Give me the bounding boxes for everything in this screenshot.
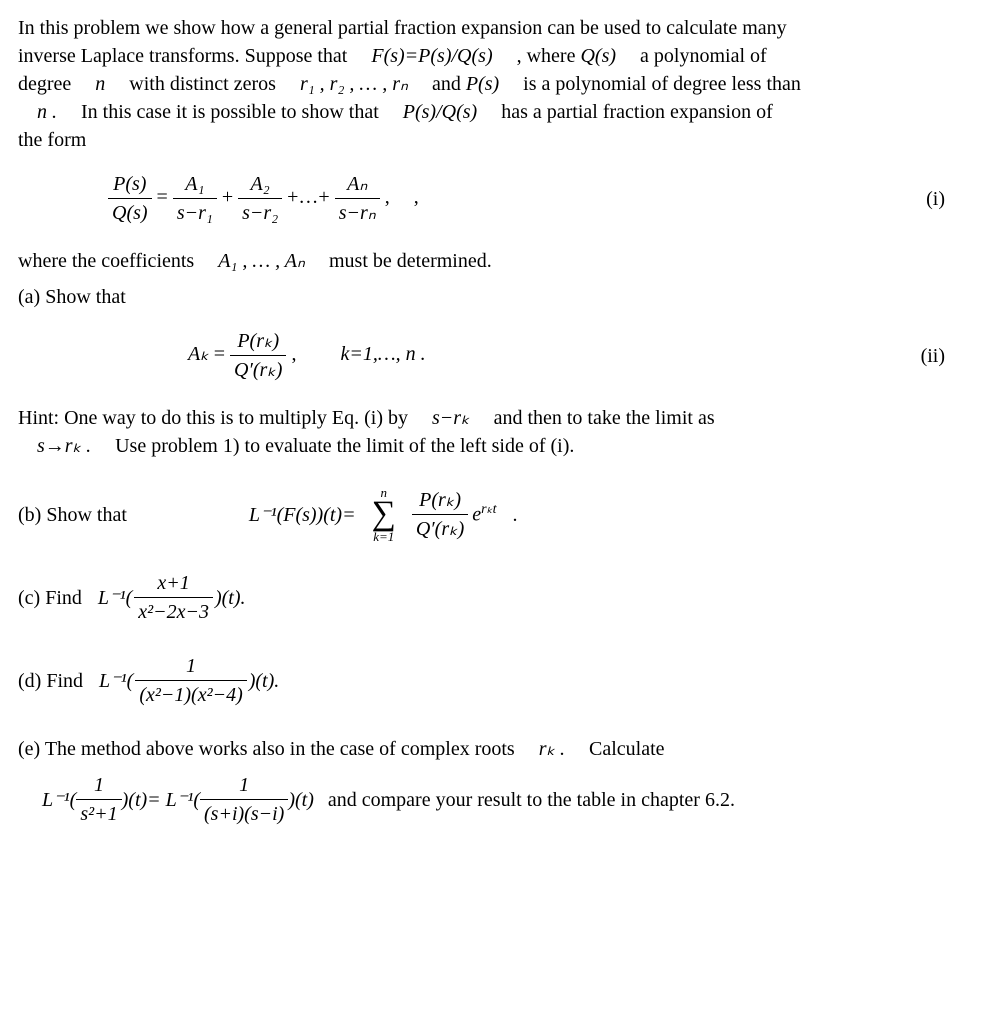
intro-line2-prefix: inverse Laplace transforms. Suppose that — [18, 45, 352, 67]
part-b-frac-num: P(rₖ) — [412, 486, 468, 515]
part-e-equation: L⁻¹( 1 s²+1 )(t)= L⁻¹( 1 (s+i)(s−i) )(t)… — [18, 771, 969, 828]
part-e-1a: (e) The method above works also in the c… — [18, 738, 520, 760]
part-e-den2: (s+i)(s−i) — [200, 800, 288, 828]
eq-ii-eq: = — [214, 343, 225, 365]
part-b-period: . — [512, 501, 517, 529]
eq-i-tn-num: Aₙ — [335, 170, 380, 199]
eq-ii-comma: , — [291, 343, 296, 365]
part-c-close: )(t). — [215, 584, 246, 612]
part-b-lhs: L⁻¹(F(s))(t)= — [249, 501, 356, 529]
part-b-row: (b) Show that L⁻¹(F(s))(t)= n ∑ k=1 P(rₖ… — [18, 486, 969, 543]
intro-line5: the form — [18, 129, 86, 151]
intro-paragraph: In this problem we show how a general pa… — [18, 14, 969, 154]
eq-ii-Ak: Aₖ — [188, 343, 209, 365]
eq-i-lhs-den: Q(s) — [108, 199, 152, 227]
roots-expression: r₁ , r₂ , … , rₙ — [300, 73, 408, 95]
part-d-label: (d) Find — [18, 667, 83, 695]
eq-i-dots: +…+ — [287, 186, 330, 208]
sum-bot: k=1 — [372, 530, 396, 543]
equation-i-label: (i) — [909, 185, 969, 213]
eq-ii-den: Q′(rₖ) — [230, 356, 286, 384]
intro-line1: In this problem we show how a general pa… — [18, 17, 787, 39]
part-c-L: L⁻¹( — [98, 584, 132, 612]
eq-i-equals: = — [157, 186, 168, 208]
part-c-label: (c) Find — [18, 584, 82, 612]
part-e-L1: L⁻¹( — [42, 786, 76, 814]
part-c-den: x²−2x−3 — [134, 598, 213, 626]
eq-i-t2-num: A₂ — [238, 170, 282, 199]
eq-i-lhs-num: P(s) — [108, 170, 152, 199]
part-e-num1: 1 — [76, 771, 121, 800]
P-expression: P(s) — [466, 73, 499, 95]
intro-line4-suffix: has a partial fraction expansion of — [501, 101, 773, 123]
part-d-L: L⁻¹( — [99, 667, 133, 695]
part-e-rk: rₖ . — [539, 738, 565, 760]
eq-i-t1-num: A₁ — [173, 170, 217, 199]
eq-i-t1-den: s−r₁ — [173, 199, 217, 227]
F-expression: F(s)=P(s)/Q(s) — [371, 45, 492, 67]
part-c-num: x+1 — [134, 569, 213, 598]
n-period: n . — [37, 101, 57, 123]
coeffs-a: where the coefficients — [18, 250, 199, 272]
part-a-label: (a) Show that — [18, 283, 969, 311]
eq-i-comma2: , — [414, 186, 419, 208]
intro-line2-suffix: a polynomial of — [640, 45, 767, 67]
eq-i-plus1: + — [222, 186, 233, 208]
equation-ii-body: Aₖ = P(rₖ) Q′(rₖ) , k=1,…, n . — [18, 327, 909, 384]
ratio-expression: P(s)/Q(s) — [403, 101, 477, 123]
part-b-exp: rₖt — [481, 502, 496, 517]
summation-symbol: n ∑ k=1 — [372, 486, 396, 543]
equation-i: P(s) Q(s) = A₁ s−r₁ + A₂ s−r₂ +…+ Aₙ s−r… — [18, 170, 969, 227]
part-e-close: )(t) — [288, 786, 314, 814]
part-e-num2: 1 — [200, 771, 288, 800]
equation-ii: Aₖ = P(rₖ) Q′(rₖ) , k=1,…, n . (ii) — [18, 327, 969, 384]
part-b-label: (b) Show that — [18, 501, 127, 529]
part-c-row: (c) Find L⁻¹( x+1 x²−2x−3 )(t). — [18, 569, 969, 626]
part-d-num: 1 — [135, 652, 246, 681]
intro-line3-mid2: and — [432, 73, 466, 95]
eq-ii-num: P(rₖ) — [230, 327, 286, 356]
part-d-close: )(t). — [249, 667, 280, 695]
eq-i-tn-den: s−rₙ — [335, 199, 380, 227]
intro-line3-prefix: degree — [18, 73, 76, 95]
equation-i-body: P(s) Q(s) = A₁ s−r₁ + A₂ s−r₂ +…+ Aₙ s−r… — [18, 170, 909, 227]
eq-i-comma: , — [385, 186, 390, 208]
intro-line2-mid: , where — [517, 45, 581, 67]
eq-ii-krange: k=1,…, n . — [340, 343, 425, 365]
part-e-mid: )(t)= L⁻¹( — [122, 786, 200, 814]
hint-paragraph: Hint: One way to do this is to multiply … — [18, 404, 969, 460]
eq-i-t2-den: s−r₂ — [238, 199, 282, 227]
intro-line3-suffix: is a polynomial of degree less than — [523, 73, 801, 95]
equation-ii-label: (ii) — [909, 342, 969, 370]
n-symbol: n — [95, 73, 105, 95]
part-b-frac-den: Q′(rₖ) — [412, 515, 468, 543]
coefficients-line: where the coefficients A₁ , … , Aₙ must … — [18, 247, 969, 275]
part-e-paragraph: (e) The method above works also in the c… — [18, 735, 969, 763]
hint-1a: Hint: One way to do this is to multiply … — [18, 407, 413, 429]
intro-line4-mid: In this case it is possible to show that — [81, 101, 384, 123]
part-d-row: (d) Find L⁻¹( 1 (x²−1)(x²−4) )(t). — [18, 652, 969, 709]
Q-expression: Q(s) — [580, 45, 616, 67]
part-e-den1: s²+1 — [76, 800, 121, 828]
part-e-1b: Calculate — [589, 738, 665, 760]
coeffs-expr: A₁ , … , Aₙ — [218, 250, 305, 272]
coeffs-b: must be determined. — [329, 250, 492, 272]
hint-srk: s−rₖ — [432, 407, 470, 429]
intro-line3-mid1: with distinct zeros — [129, 73, 281, 95]
part-d-den: (x²−1)(x²−4) — [135, 681, 246, 709]
hint-1b: and then to take the limit as — [494, 407, 715, 429]
part-e-suffix: and compare your result to the table in … — [328, 786, 735, 814]
hint-limit: s→rₖ . — [37, 435, 91, 457]
hint-2b: Use problem 1) to evaluate the limit of … — [115, 435, 574, 457]
part-b-e: e — [472, 504, 481, 526]
